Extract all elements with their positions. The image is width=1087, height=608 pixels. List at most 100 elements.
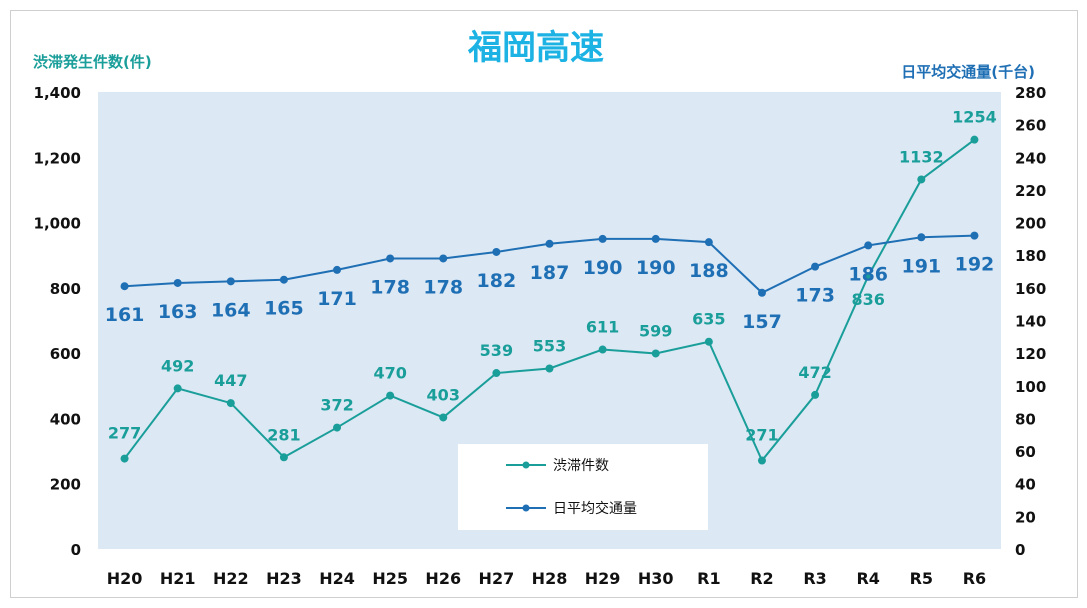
left-axis-tick-label: 1,200 bbox=[34, 149, 81, 167]
congestion-data-label: 271 bbox=[745, 426, 778, 445]
traffic-data-label: 182 bbox=[477, 270, 517, 292]
legend-marker-traffic bbox=[522, 504, 530, 512]
congestion-data-label: 539 bbox=[480, 341, 513, 360]
right-axis-tick-label: 20 bbox=[1015, 508, 1036, 526]
traffic-point bbox=[333, 265, 342, 274]
x-axis-tick-label: H24 bbox=[319, 569, 355, 588]
right-axis-tick-label: 40 bbox=[1015, 476, 1036, 494]
right-axis-tick-label: 220 bbox=[1015, 182, 1046, 200]
left-axis-tick-label: 400 bbox=[50, 410, 81, 428]
x-axis-tick-label: R5 bbox=[910, 569, 933, 588]
right-axis-title: 日平均交通量(千台) bbox=[901, 63, 1035, 81]
congestion-point bbox=[333, 423, 342, 432]
traffic-data-label: 190 bbox=[583, 257, 623, 279]
traffic-data-label: 178 bbox=[423, 276, 463, 298]
legend: 渋滞件数 日平均交通量 bbox=[458, 444, 708, 530]
congestion-point bbox=[386, 391, 395, 400]
right-axis-tick-label: 200 bbox=[1015, 215, 1046, 233]
traffic-data-label: 190 bbox=[636, 257, 676, 279]
x-axis-tick-label: H30 bbox=[638, 569, 674, 588]
x-axis-tick-label: H20 bbox=[107, 569, 143, 588]
congestion-point bbox=[757, 456, 766, 465]
x-axis-tick-label: R2 bbox=[750, 569, 773, 588]
congestion-point bbox=[811, 390, 820, 399]
congestion-data-label: 447 bbox=[214, 371, 247, 390]
congestion-point bbox=[864, 272, 873, 281]
legend-marker-congestion bbox=[522, 461, 530, 469]
congestion-point bbox=[651, 349, 660, 358]
traffic-data-label: 187 bbox=[530, 262, 570, 284]
traffic-data-label: 186 bbox=[848, 263, 888, 285]
traffic-data-label: 161 bbox=[105, 304, 145, 326]
x-axis-tick-label: H29 bbox=[585, 569, 621, 588]
right-axis-tick-label: 160 bbox=[1015, 280, 1046, 298]
traffic-point bbox=[545, 239, 554, 248]
x-axis-tick-label: H28 bbox=[532, 569, 568, 588]
x-axis-tick-label: H26 bbox=[425, 569, 461, 588]
congestion-point bbox=[226, 399, 235, 408]
left-axis-tick-label: 1,000 bbox=[34, 215, 81, 233]
traffic-data-label: 157 bbox=[742, 311, 782, 333]
traffic-data-label: 192 bbox=[955, 254, 995, 276]
traffic-data-label: 178 bbox=[370, 276, 410, 298]
congestion-point bbox=[545, 364, 554, 373]
x-axis-tick-label: R6 bbox=[963, 569, 986, 588]
legend-box bbox=[458, 444, 708, 530]
left-axis-tick-label: 800 bbox=[50, 280, 81, 298]
chart-frame: 0 200 400 600 800 1,000 1,200 1,400 0 20 40 60 80 10… bbox=[10, 10, 1078, 598]
congestion-data-label: 1132 bbox=[899, 147, 944, 166]
x-axis-tick-label: R3 bbox=[803, 569, 826, 588]
traffic-point bbox=[492, 247, 501, 256]
traffic-point bbox=[439, 254, 448, 263]
x-axis-tick-label: H25 bbox=[372, 569, 408, 588]
congestion-point bbox=[492, 369, 501, 378]
traffic-point bbox=[651, 234, 660, 243]
x-axis-tick-label: H23 bbox=[266, 569, 302, 588]
traffic-point bbox=[811, 262, 820, 271]
congestion-point bbox=[173, 384, 182, 393]
congestion-point bbox=[279, 453, 288, 462]
traffic-point bbox=[598, 234, 607, 243]
left-axis-tick-label: 600 bbox=[50, 345, 81, 363]
left-axis-title: 渋滞発生件数(件) bbox=[33, 53, 152, 71]
congestion-point bbox=[598, 345, 607, 354]
traffic-data-label: 188 bbox=[689, 260, 729, 282]
chart-title: 福岡高速 bbox=[467, 28, 604, 68]
traffic-point bbox=[279, 275, 288, 284]
x-axis-tick-label: H21 bbox=[160, 569, 196, 588]
congestion-data-label: 492 bbox=[161, 356, 194, 375]
congestion-data-label: 1254 bbox=[952, 108, 997, 127]
congestion-data-label: 403 bbox=[427, 385, 460, 404]
congestion-data-label: 599 bbox=[639, 321, 672, 340]
x-axis-tick-label: H22 bbox=[213, 569, 249, 588]
congestion-data-label: 836 bbox=[852, 290, 885, 309]
traffic-point bbox=[226, 277, 235, 286]
traffic-point bbox=[704, 238, 713, 247]
traffic-point bbox=[173, 278, 182, 287]
congestion-data-label: 635 bbox=[692, 310, 725, 329]
traffic-data-label: 163 bbox=[158, 301, 198, 323]
right-axis-tick-label: 280 bbox=[1015, 84, 1046, 102]
congestion-data-label: 470 bbox=[373, 364, 406, 383]
congestion-point bbox=[970, 135, 979, 144]
right-axis-tick-label: 240 bbox=[1015, 149, 1046, 167]
congestion-data-label: 277 bbox=[108, 424, 141, 443]
traffic-data-label: 171 bbox=[317, 288, 357, 310]
traffic-point bbox=[120, 282, 129, 291]
congestion-point bbox=[704, 337, 713, 346]
legend-label-congestion: 渋滞件数 bbox=[553, 458, 609, 474]
right-axis-tick-label: 80 bbox=[1015, 410, 1036, 428]
left-axis-tick-label: 0 bbox=[71, 541, 81, 559]
congestion-data-label: 472 bbox=[798, 363, 831, 382]
traffic-point bbox=[970, 231, 979, 240]
x-axis-tick-label: R1 bbox=[697, 569, 720, 588]
x-axis-tick-label: H27 bbox=[479, 569, 515, 588]
right-axis-tick-label: 0 bbox=[1015, 541, 1025, 559]
traffic-data-label: 165 bbox=[264, 298, 304, 320]
traffic-data-label: 191 bbox=[901, 255, 941, 277]
congestion-point bbox=[120, 454, 129, 463]
traffic-point bbox=[757, 288, 766, 297]
right-axis-tick-label: 140 bbox=[1015, 313, 1046, 331]
right-axis-tick-label: 260 bbox=[1015, 117, 1046, 135]
